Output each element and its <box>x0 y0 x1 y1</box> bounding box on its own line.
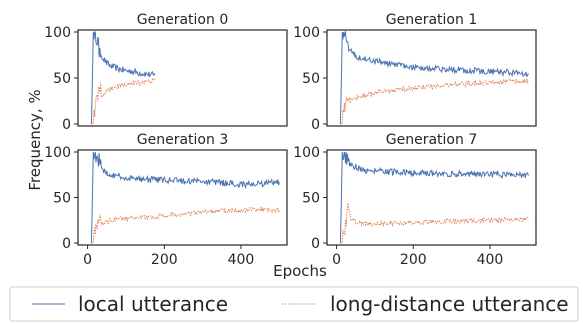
x-tick-label: 400 <box>477 252 504 268</box>
subplot-frame <box>77 29 288 127</box>
legend: local utterance long-distance utterance <box>9 286 579 322</box>
series-line-local <box>339 30 529 125</box>
y-tick-label: 50 <box>53 71 71 87</box>
x-tick-label: 400 <box>228 252 255 268</box>
x-tick-label: 0 <box>332 252 341 268</box>
subplot-3: Generation 7 0 50 100 0 200 400 <box>293 132 537 268</box>
subplot-title: Generation 1 <box>386 12 477 28</box>
x-tick-label: 200 <box>400 252 427 268</box>
subplot-2: Generation 3 0 50 100 0 200 400 <box>44 132 288 268</box>
series-line-long-distance <box>91 205 280 244</box>
y-tick-label: 100 <box>44 25 71 41</box>
legend-label-long-distance: long-distance utterance <box>330 292 569 316</box>
y-tick-label: 100 <box>293 145 320 161</box>
series-line-long-distance <box>340 76 529 125</box>
y-tick-label: 100 <box>293 25 320 41</box>
x-axis-label: Epochs <box>273 262 327 280</box>
subplot-title: Generation 3 <box>137 132 228 148</box>
subplot-1: Generation 1 0 50 100 <box>293 12 537 133</box>
subplot-title: Generation 0 <box>137 12 228 28</box>
y-tick-label: 0 <box>62 236 71 252</box>
subplot-title: Generation 7 <box>386 132 477 148</box>
subplot-frame <box>326 29 537 127</box>
series-line-local <box>90 31 156 125</box>
series-line-long-distance <box>340 202 529 244</box>
x-tick-label: 200 <box>151 252 178 268</box>
y-tick-label: 100 <box>44 145 71 161</box>
y-tick-label: 50 <box>53 191 71 207</box>
y-tick-label: 50 <box>302 71 320 87</box>
series-line-local <box>90 151 280 244</box>
y-tick-label: 50 <box>302 191 320 207</box>
subplot-frame <box>326 149 537 246</box>
subplot-0: Generation 0 0 50 100 <box>44 12 288 133</box>
subplot-frame <box>77 149 288 246</box>
y-axis-label: Frequency, % <box>26 89 44 190</box>
x-tick-label: 0 <box>83 252 92 268</box>
series-line-long-distance <box>91 78 156 125</box>
legend-label-local: local utterance <box>78 292 228 316</box>
y-tick-label: 0 <box>62 117 71 133</box>
y-tick-label: 0 <box>311 236 320 252</box>
series-line-local <box>339 151 529 244</box>
y-tick-label: 0 <box>311 117 320 133</box>
